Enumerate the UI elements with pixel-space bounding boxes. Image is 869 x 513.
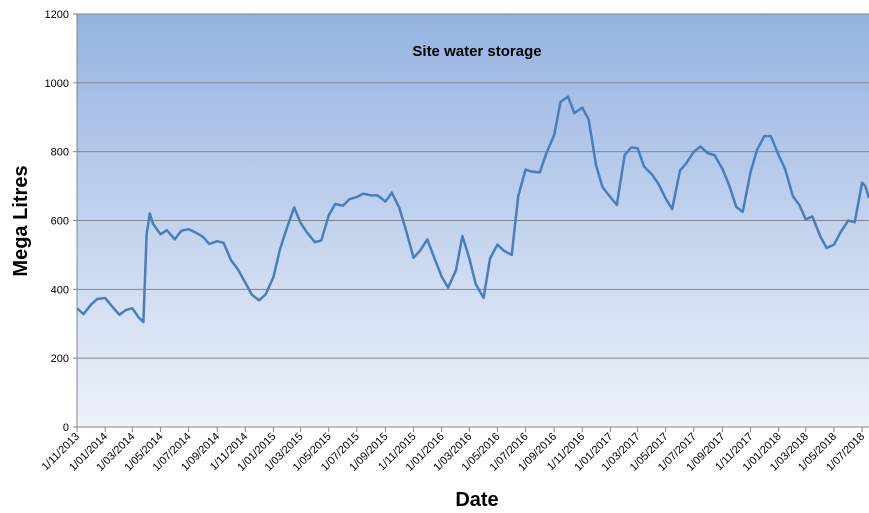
chart-title: Site water storage [412,43,541,60]
y-tick-label: 0 [63,422,69,434]
series-layer [76,95,869,324]
y-tick-label: 400 [51,284,69,296]
y-tick-label: 1000 [45,78,69,90]
y-axis-title: Mega Litres [10,165,32,276]
data-line [76,95,869,324]
y-tick-label: 800 [51,147,69,159]
y-tick-label: 200 [51,353,69,365]
y-tick-label: 1200 [45,9,69,21]
y-tick-label: 600 [51,216,69,228]
x-axis-title: Date [455,489,498,511]
